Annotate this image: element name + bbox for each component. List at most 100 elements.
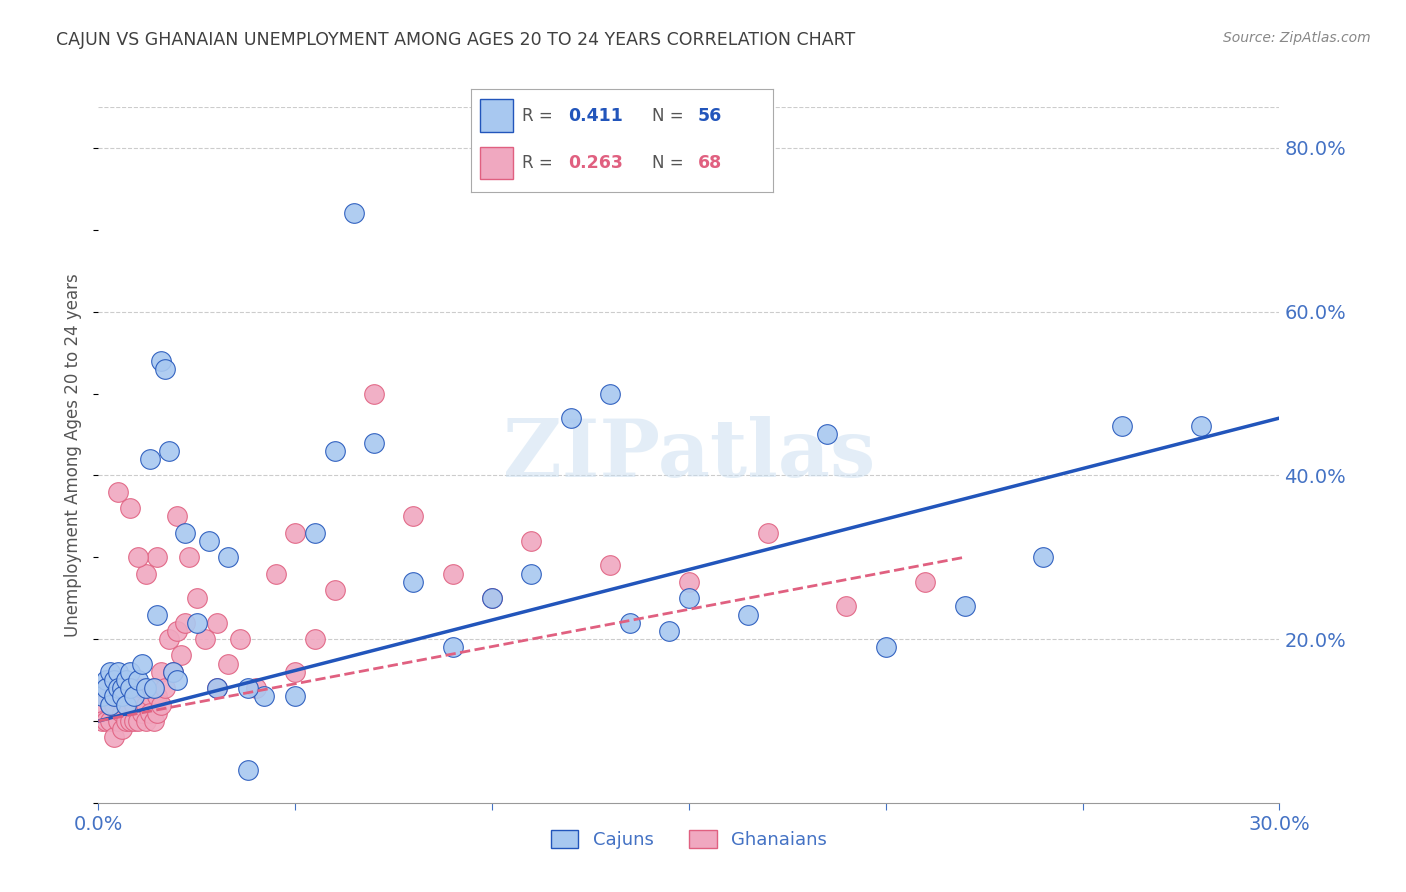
Point: [756, 525, 779, 540]
Point: [166, 673, 188, 687]
Point: [142, 681, 165, 696]
Point: [107, 681, 129, 696]
Point: [98, 698, 121, 712]
Point: [131, 681, 153, 696]
Point: [135, 714, 157, 728]
Point: [217, 550, 239, 565]
Point: [229, 632, 252, 646]
Point: [619, 615, 641, 630]
Point: [835, 599, 858, 614]
Point: [194, 632, 217, 646]
Point: [363, 386, 385, 401]
Point: [737, 607, 759, 622]
Point: [162, 665, 184, 679]
Point: [875, 640, 897, 655]
Point: [481, 591, 503, 606]
Point: [118, 501, 141, 516]
Text: Source: ZipAtlas.com: Source: ZipAtlas.com: [1223, 31, 1371, 45]
Text: ZIPatlas: ZIPatlas: [503, 416, 875, 494]
Legend: Cajuns, Ghanaians: Cajuns, Ghanaians: [544, 822, 834, 856]
Point: [323, 443, 346, 458]
Point: [142, 714, 165, 728]
Point: [138, 690, 160, 704]
Point: [166, 509, 188, 524]
Point: [441, 640, 464, 655]
Bar: [479, 146, 513, 179]
Point: [103, 731, 125, 745]
Point: [142, 681, 165, 696]
Point: [217, 657, 239, 671]
Point: [284, 690, 307, 704]
Text: N =: N =: [652, 154, 689, 172]
Point: [122, 714, 145, 728]
Point: [96, 681, 118, 696]
Point: [245, 681, 267, 696]
Point: [96, 673, 118, 687]
Point: [107, 665, 129, 679]
Point: [91, 698, 114, 712]
Point: [146, 706, 169, 720]
Point: [205, 615, 228, 630]
Point: [111, 706, 134, 720]
Point: [127, 550, 149, 565]
Point: [96, 714, 118, 728]
Point: [98, 714, 121, 728]
Point: [118, 665, 141, 679]
Point: [441, 566, 464, 581]
Point: [186, 615, 208, 630]
Point: [253, 690, 276, 704]
Point: [520, 566, 543, 581]
Text: 0.263: 0.263: [568, 154, 623, 172]
Point: [304, 632, 326, 646]
Text: CAJUN VS GHANAIAN UNEMPLOYMENT AMONG AGES 20 TO 24 YEARS CORRELATION CHART: CAJUN VS GHANAIAN UNEMPLOYMENT AMONG AGE…: [56, 31, 855, 49]
Point: [131, 706, 153, 720]
Point: [150, 665, 173, 679]
Point: [599, 386, 621, 401]
Point: [1111, 419, 1133, 434]
Point: [146, 690, 169, 704]
Point: [162, 665, 184, 679]
Point: [236, 681, 259, 696]
Point: [107, 714, 129, 728]
Text: N =: N =: [652, 107, 689, 125]
Point: [138, 452, 160, 467]
Point: [150, 353, 173, 368]
Point: [560, 411, 582, 425]
Point: [138, 706, 160, 720]
Point: [131, 657, 153, 671]
Text: R =: R =: [523, 107, 558, 125]
Point: [127, 690, 149, 704]
Point: [122, 698, 145, 712]
Point: [157, 632, 180, 646]
Y-axis label: Unemployment Among Ages 20 to 24 years: Unemployment Among Ages 20 to 24 years: [65, 273, 83, 637]
Point: [186, 591, 208, 606]
Point: [205, 681, 228, 696]
Point: [135, 681, 157, 696]
Point: [177, 550, 200, 565]
Point: [115, 714, 138, 728]
Point: [323, 582, 346, 597]
Point: [174, 615, 197, 630]
Point: [103, 690, 125, 704]
Point: [264, 566, 287, 581]
Point: [599, 558, 621, 573]
Point: [127, 714, 149, 728]
Point: [98, 681, 121, 696]
Point: [678, 574, 700, 589]
Text: 0.411: 0.411: [568, 107, 623, 125]
Point: [146, 607, 169, 622]
Point: [304, 525, 326, 540]
Point: [103, 673, 125, 687]
Point: [115, 698, 138, 712]
Point: [122, 690, 145, 704]
Point: [98, 665, 121, 679]
Point: [174, 525, 197, 540]
Point: [127, 673, 149, 687]
Point: [1032, 550, 1054, 565]
Point: [197, 533, 219, 548]
Point: [107, 690, 129, 704]
Point: [815, 427, 838, 442]
Point: [343, 206, 366, 220]
Point: [155, 362, 177, 376]
Point: [363, 435, 385, 450]
